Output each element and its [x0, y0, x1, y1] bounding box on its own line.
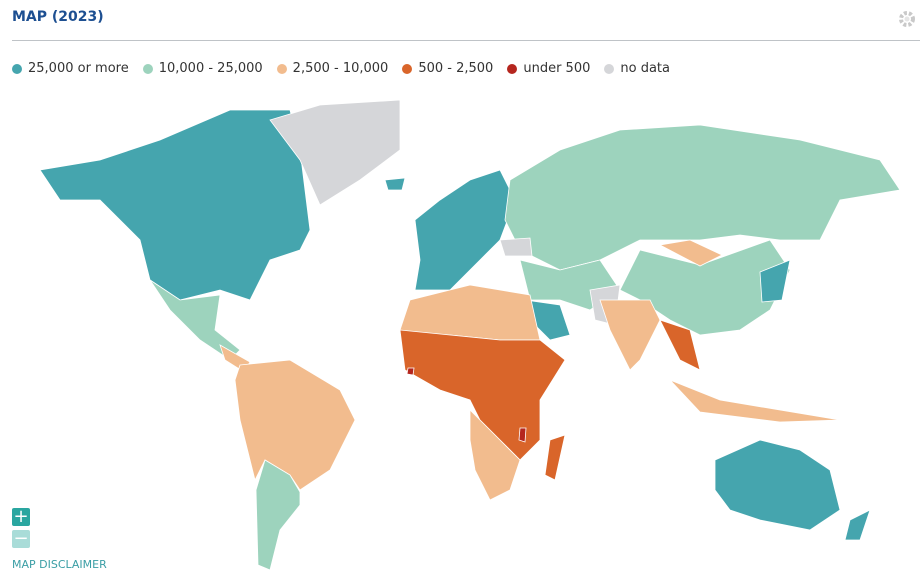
russia[interactable] [504, 124, 901, 271]
north-america[interactable] [39, 109, 311, 301]
settings-icon[interactable] [896, 8, 918, 30]
legend-swatch [276, 63, 287, 74]
legend-label: 2,500 - 10,000 [292, 61, 389, 76]
legend-label: under 500 [523, 61, 591, 76]
legend-item[interactable]: 500 - 2,500 [402, 61, 493, 76]
new-zealand[interactable] [844, 509, 871, 541]
legend-swatch [604, 63, 615, 74]
legend-swatch [507, 63, 518, 74]
japan[interactable] [759, 259, 791, 303]
legend-item[interactable]: 2,500 - 10,000 [276, 61, 389, 76]
greenland[interactable] [269, 99, 401, 206]
mongolia[interactable] [658, 239, 723, 267]
legend-swatch [12, 63, 22, 74]
india[interactable] [599, 299, 661, 371]
legend-swatch [142, 63, 153, 74]
zoom-in[interactable]: + [12, 506, 30, 527]
mexico[interactable] [149, 279, 241, 361]
legend-swatch [402, 63, 413, 74]
sub-saharan-africa[interactable] [399, 329, 566, 461]
zoom-out[interactable]: − [12, 528, 30, 549]
indonesia[interactable] [669, 379, 841, 423]
southern-africa[interactable] [469, 409, 521, 501]
legend-item[interactable]: 10,000 - 25,000 [142, 61, 263, 76]
southeast-asia[interactable] [659, 319, 701, 371]
australia[interactable] [714, 439, 841, 531]
divider [12, 40, 920, 41]
southern-cone[interactable] [255, 459, 301, 571]
legend-label: no data [620, 61, 670, 76]
belarus-ukraine[interactable] [499, 237, 533, 257]
legend-item[interactable]: under 500 [507, 61, 590, 76]
europe[interactable] [414, 169, 516, 291]
map-title: MAP (2023) [12, 9, 104, 25]
world-map [39, 99, 901, 571]
iceland[interactable] [384, 177, 406, 191]
legend-label: 25,000 or more [28, 61, 129, 76]
madagascar[interactable] [544, 434, 566, 481]
south-america[interactable] [234, 359, 356, 491]
legend: 25,000 or more 10,000 - 25,000 2,500 - 10,… [12, 61, 684, 76]
china[interactable] [619, 239, 791, 336]
legend-item[interactable]: no data [604, 61, 670, 76]
map-disclaimer[interactable]: MAP DISCLAIMER [12, 558, 107, 571]
sierra-leone[interactable] [406, 367, 415, 376]
malawi[interactable] [518, 427, 527, 443]
legend-item[interactable]: 25,000 or more [12, 61, 129, 76]
legend-label: 500 - 2,500 [418, 61, 494, 76]
legend-label: 10,000 - 25,000 [158, 61, 263, 76]
